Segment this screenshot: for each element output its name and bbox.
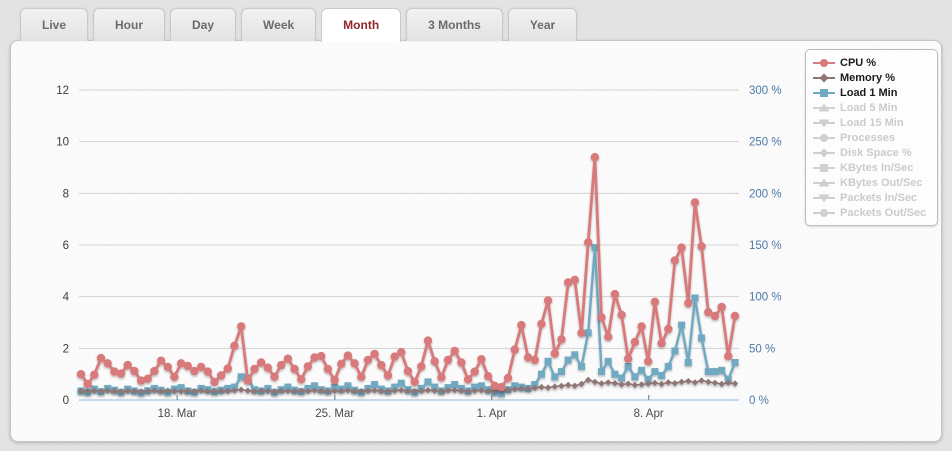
triangle-down-marker-icon [813, 194, 835, 202]
legend-item-load-15-min[interactable]: Load 15 Min [813, 115, 933, 130]
circle-marker-icon [813, 208, 835, 217]
legend-item-packets-out-sec[interactable]: Packets Out/Sec [813, 205, 933, 220]
legend-label: Packets Out/Sec [840, 206, 927, 219]
svg-text:1. Apr: 1. Apr [477, 408, 507, 420]
svg-text:200 %: 200 % [749, 188, 782, 200]
legend-label: Load 15 Min [840, 116, 904, 129]
legend-item-memory[interactable]: Memory % [813, 70, 933, 85]
series-memory [77, 376, 739, 395]
legend-item-processes[interactable]: Processes [813, 130, 933, 145]
diamond-marker-icon [813, 148, 835, 157]
diamond-marker-icon [813, 73, 835, 82]
svg-text:4: 4 [63, 292, 70, 304]
svg-text:100 %: 100 % [749, 292, 782, 304]
svg-text:8. Apr: 8. Apr [634, 408, 664, 420]
legend-label: KBytes Out/Sec [840, 176, 923, 189]
legend-label: KBytes In/Sec [840, 161, 914, 174]
legend-item-load-1-min[interactable]: Load 1 Min [813, 85, 933, 100]
legend-label: Packets In/Sec [840, 191, 918, 204]
svg-text:25. Mar: 25. Mar [315, 408, 354, 420]
legend-item-load-5-min[interactable]: Load 5 Min [813, 100, 933, 115]
legend-label: Processes [840, 131, 896, 144]
svg-text:300 %: 300 % [749, 85, 782, 97]
tab-month[interactable]: Month [321, 8, 402, 42]
triangle-up-marker-icon [813, 103, 835, 111]
svg-text:250 %: 250 % [749, 137, 782, 149]
svg-text:10: 10 [56, 137, 69, 149]
svg-text:0: 0 [63, 395, 69, 407]
square-marker-icon [813, 88, 835, 97]
legend-item-cpu[interactable]: CPU % [813, 55, 933, 70]
legend-item-kbytes-in-sec[interactable]: KBytes In/Sec [813, 160, 933, 175]
svg-text:12: 12 [56, 85, 69, 97]
svg-text:8: 8 [63, 188, 69, 200]
tab-year[interactable]: Year [507, 8, 578, 41]
legend-item-kbytes-out-sec[interactable]: KBytes Out/Sec [813, 175, 933, 190]
legend-label: Disk Space % [840, 146, 912, 159]
legend-label: Load 1 Min [840, 86, 898, 99]
tab-live[interactable]: Live [20, 8, 89, 41]
time-range-tabs: Live Hour Day Week Month 3 Months Year [20, 8, 578, 42]
tab-day[interactable]: Day [170, 8, 237, 41]
legend-label: CPU % [840, 56, 877, 69]
svg-text:6: 6 [63, 240, 69, 252]
chart-legend: CPU % Memory % Load 1 Min Load 5 Min Load 15… [805, 49, 938, 226]
svg-text:50 %: 50 % [749, 343, 775, 355]
circle-marker-icon [813, 133, 835, 142]
square-marker-icon [813, 163, 835, 172]
svg-text:18. Mar: 18. Mar [158, 408, 197, 420]
svg-text:2: 2 [63, 343, 69, 355]
tab-hour[interactable]: Hour [93, 8, 166, 41]
tab-3-months[interactable]: 3 Months [406, 8, 503, 41]
legend-label: Memory % [840, 71, 896, 84]
legend-item-disk-space[interactable]: Disk Space % [813, 145, 933, 160]
series-cpu [76, 153, 740, 392]
legend-item-packets-in-sec[interactable]: Packets In/Sec [813, 190, 933, 205]
circle-marker-icon [813, 58, 835, 67]
tab-week[interactable]: Week [241, 8, 317, 41]
svg-text:0 %: 0 % [749, 395, 769, 407]
triangle-down-marker-icon [813, 119, 835, 127]
triangle-up-marker-icon [813, 178, 835, 186]
legend-label: Load 5 Min [840, 101, 898, 114]
svg-text:150 %: 150 % [749, 240, 782, 252]
